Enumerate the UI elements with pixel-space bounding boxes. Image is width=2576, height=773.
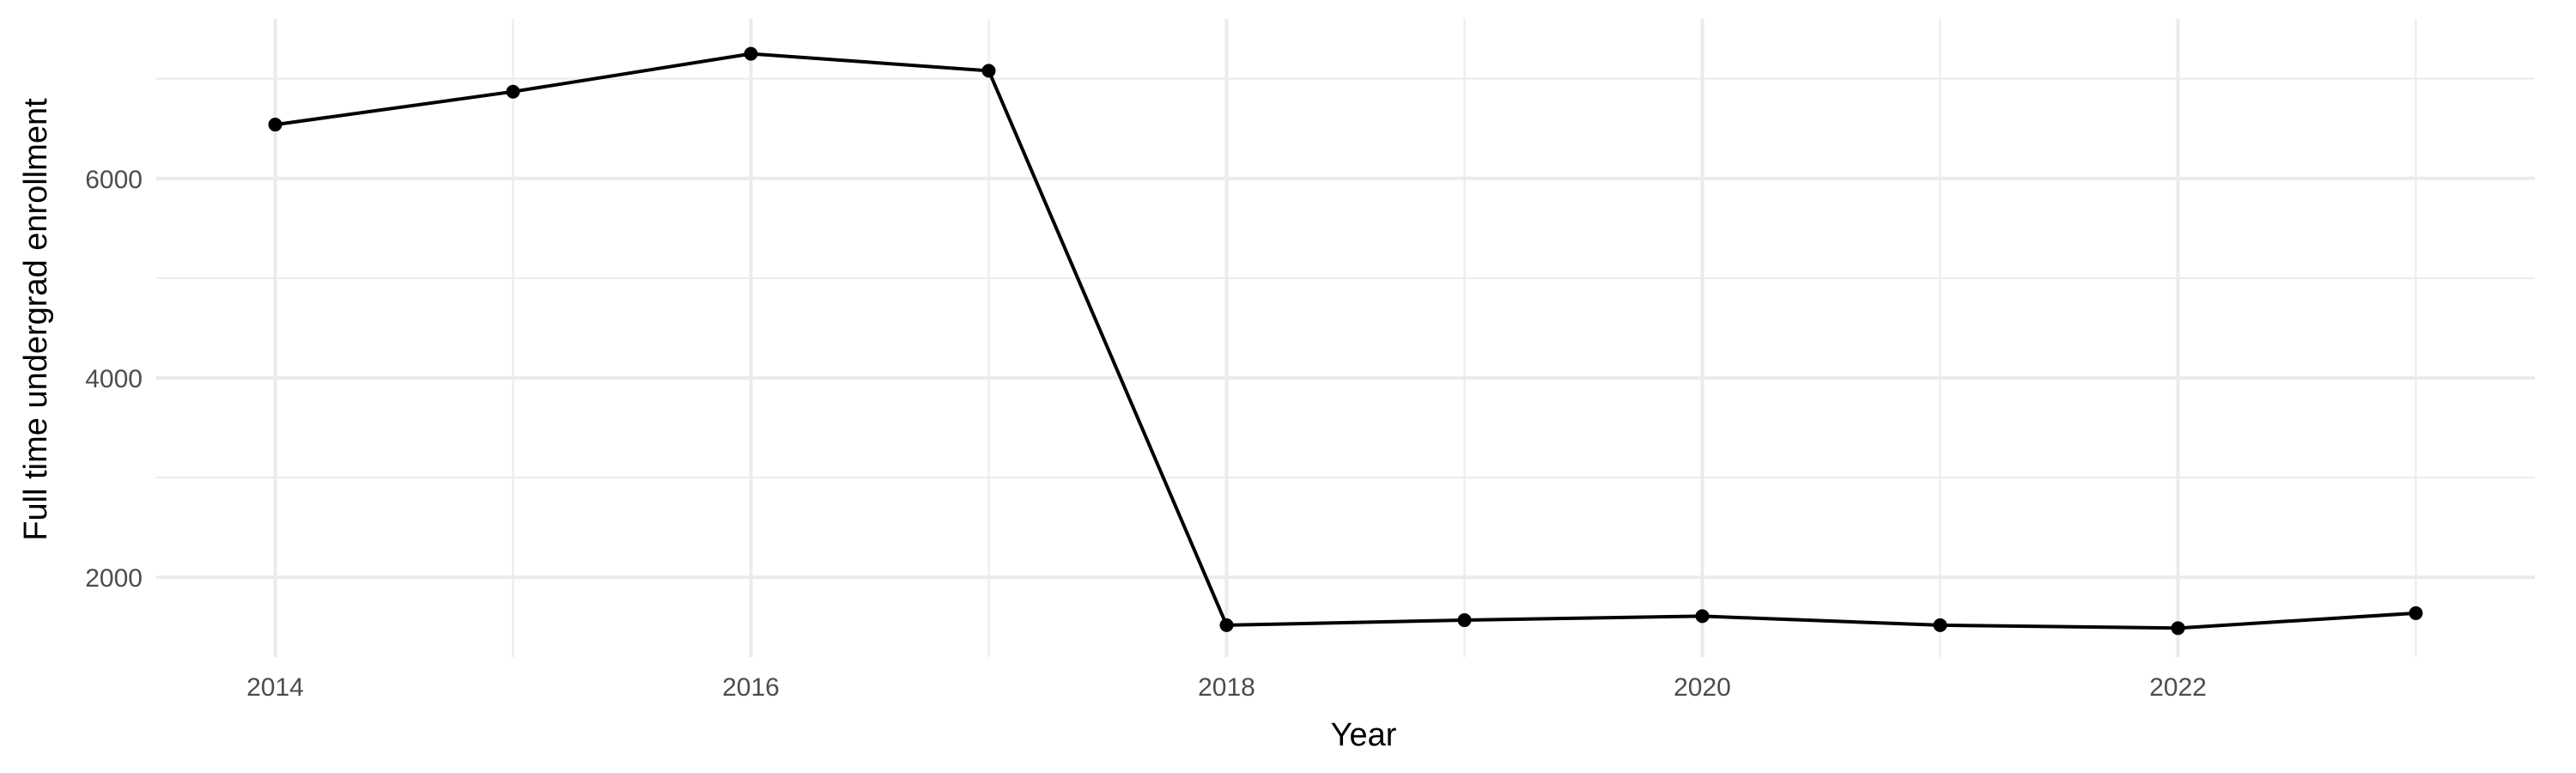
x-tick-label: 2022 (2149, 673, 2207, 702)
data-point (1695, 609, 1710, 624)
x-tick-label: 2016 (722, 673, 780, 702)
x-axis-ticks: 2014 2016 2018 2020 2022 (246, 673, 2207, 702)
y-tick-label: 4000 (85, 365, 143, 393)
series-line (275, 52, 2416, 630)
y-tick-label: 6000 (85, 166, 143, 194)
data-point (1457, 613, 1472, 628)
data-point (268, 118, 283, 132)
x-tick-label: 2018 (1198, 673, 1255, 702)
x-tick-label: 2020 (1674, 673, 1731, 702)
x-axis-title: Year (1331, 717, 1397, 753)
data-point (2409, 606, 2423, 620)
x-tick-label: 2014 (246, 673, 304, 702)
series-layer (268, 46, 2423, 636)
data-point (1933, 618, 1947, 632)
y-axis-title: Full time undergrad enrollment (18, 98, 54, 541)
data-point (1219, 618, 1234, 632)
y-axis-ticks: 2000 4000 6000 (85, 166, 143, 593)
data-point (981, 64, 996, 78)
data-point (2171, 621, 2185, 636)
minor-gridlines (156, 19, 2535, 657)
y-tick-label: 2000 (85, 564, 143, 593)
data-point (506, 84, 520, 99)
data-point (744, 46, 758, 61)
